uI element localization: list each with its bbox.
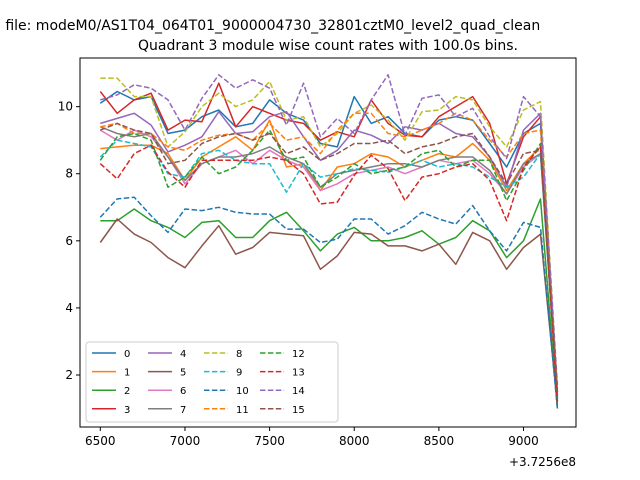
legend-label: 10 [236, 386, 249, 397]
x-tick-label: 7500 [254, 434, 285, 448]
series-line-11 [100, 112, 559, 392]
x-tick-label: 6500 [85, 434, 116, 448]
legend-label: 15 [292, 405, 305, 416]
x-tick-label: 8500 [424, 434, 455, 448]
legend-label: 13 [292, 368, 305, 379]
y-tick-label: 8 [65, 167, 73, 181]
legend-label: 6 [180, 386, 186, 397]
plot-frame [79, 57, 577, 428]
series-line-5 [99, 218, 559, 406]
y-tick-label: 10 [58, 100, 73, 114]
series-line-14 [100, 74, 559, 386]
series-line-8 [100, 77, 559, 389]
legend-label: 11 [236, 405, 249, 416]
figure-suptitle: n file: modeM0/AS1T04_064T01_9000004730_… [0, 18, 540, 34]
legend-label: 14 [292, 386, 305, 397]
series-line-0 [99, 90, 559, 399]
x-tick-label: 7000 [170, 434, 201, 448]
legend-label: 5 [180, 368, 186, 379]
legend-label: 12 [292, 349, 305, 360]
series-line-12 [99, 129, 559, 399]
series-line-7 [100, 126, 559, 397]
legend-label: 3 [124, 405, 130, 416]
chart-title: Quadrant 3 module wise count rates with … [138, 38, 518, 54]
series-line-3 [99, 82, 559, 392]
x-axis: 6500 7000 7500 8000 8500 9000 [85, 427, 539, 448]
y-axis: 2 4 6 8 10 [58, 100, 80, 382]
legend-label: 2 [124, 386, 130, 397]
y-tick-label: 2 [65, 368, 73, 382]
legend-box [85, 341, 339, 423]
legend-label: 0 [124, 349, 130, 360]
series-line-15 [100, 122, 559, 392]
series-line-13 [99, 144, 559, 402]
x-axis-offset-label: +3.7256e8 [509, 455, 576, 469]
series-line-2 [100, 198, 559, 409]
x-tick-label: 9000 [508, 434, 539, 448]
legend-label: 4 [180, 349, 186, 360]
x-tick-label: 8000 [339, 434, 370, 448]
legend-label: 1 [124, 368, 130, 379]
series-line-6 [99, 129, 559, 397]
series-layer [99, 74, 559, 409]
series-line-10 [99, 196, 559, 409]
legend-label: 9 [236, 368, 242, 379]
legend-label: 8 [236, 349, 242, 360]
y-tick-label: 4 [65, 301, 73, 315]
legend-label: 7 [180, 405, 186, 416]
series-line-1 [100, 119, 559, 396]
y-tick-label: 6 [65, 234, 73, 248]
